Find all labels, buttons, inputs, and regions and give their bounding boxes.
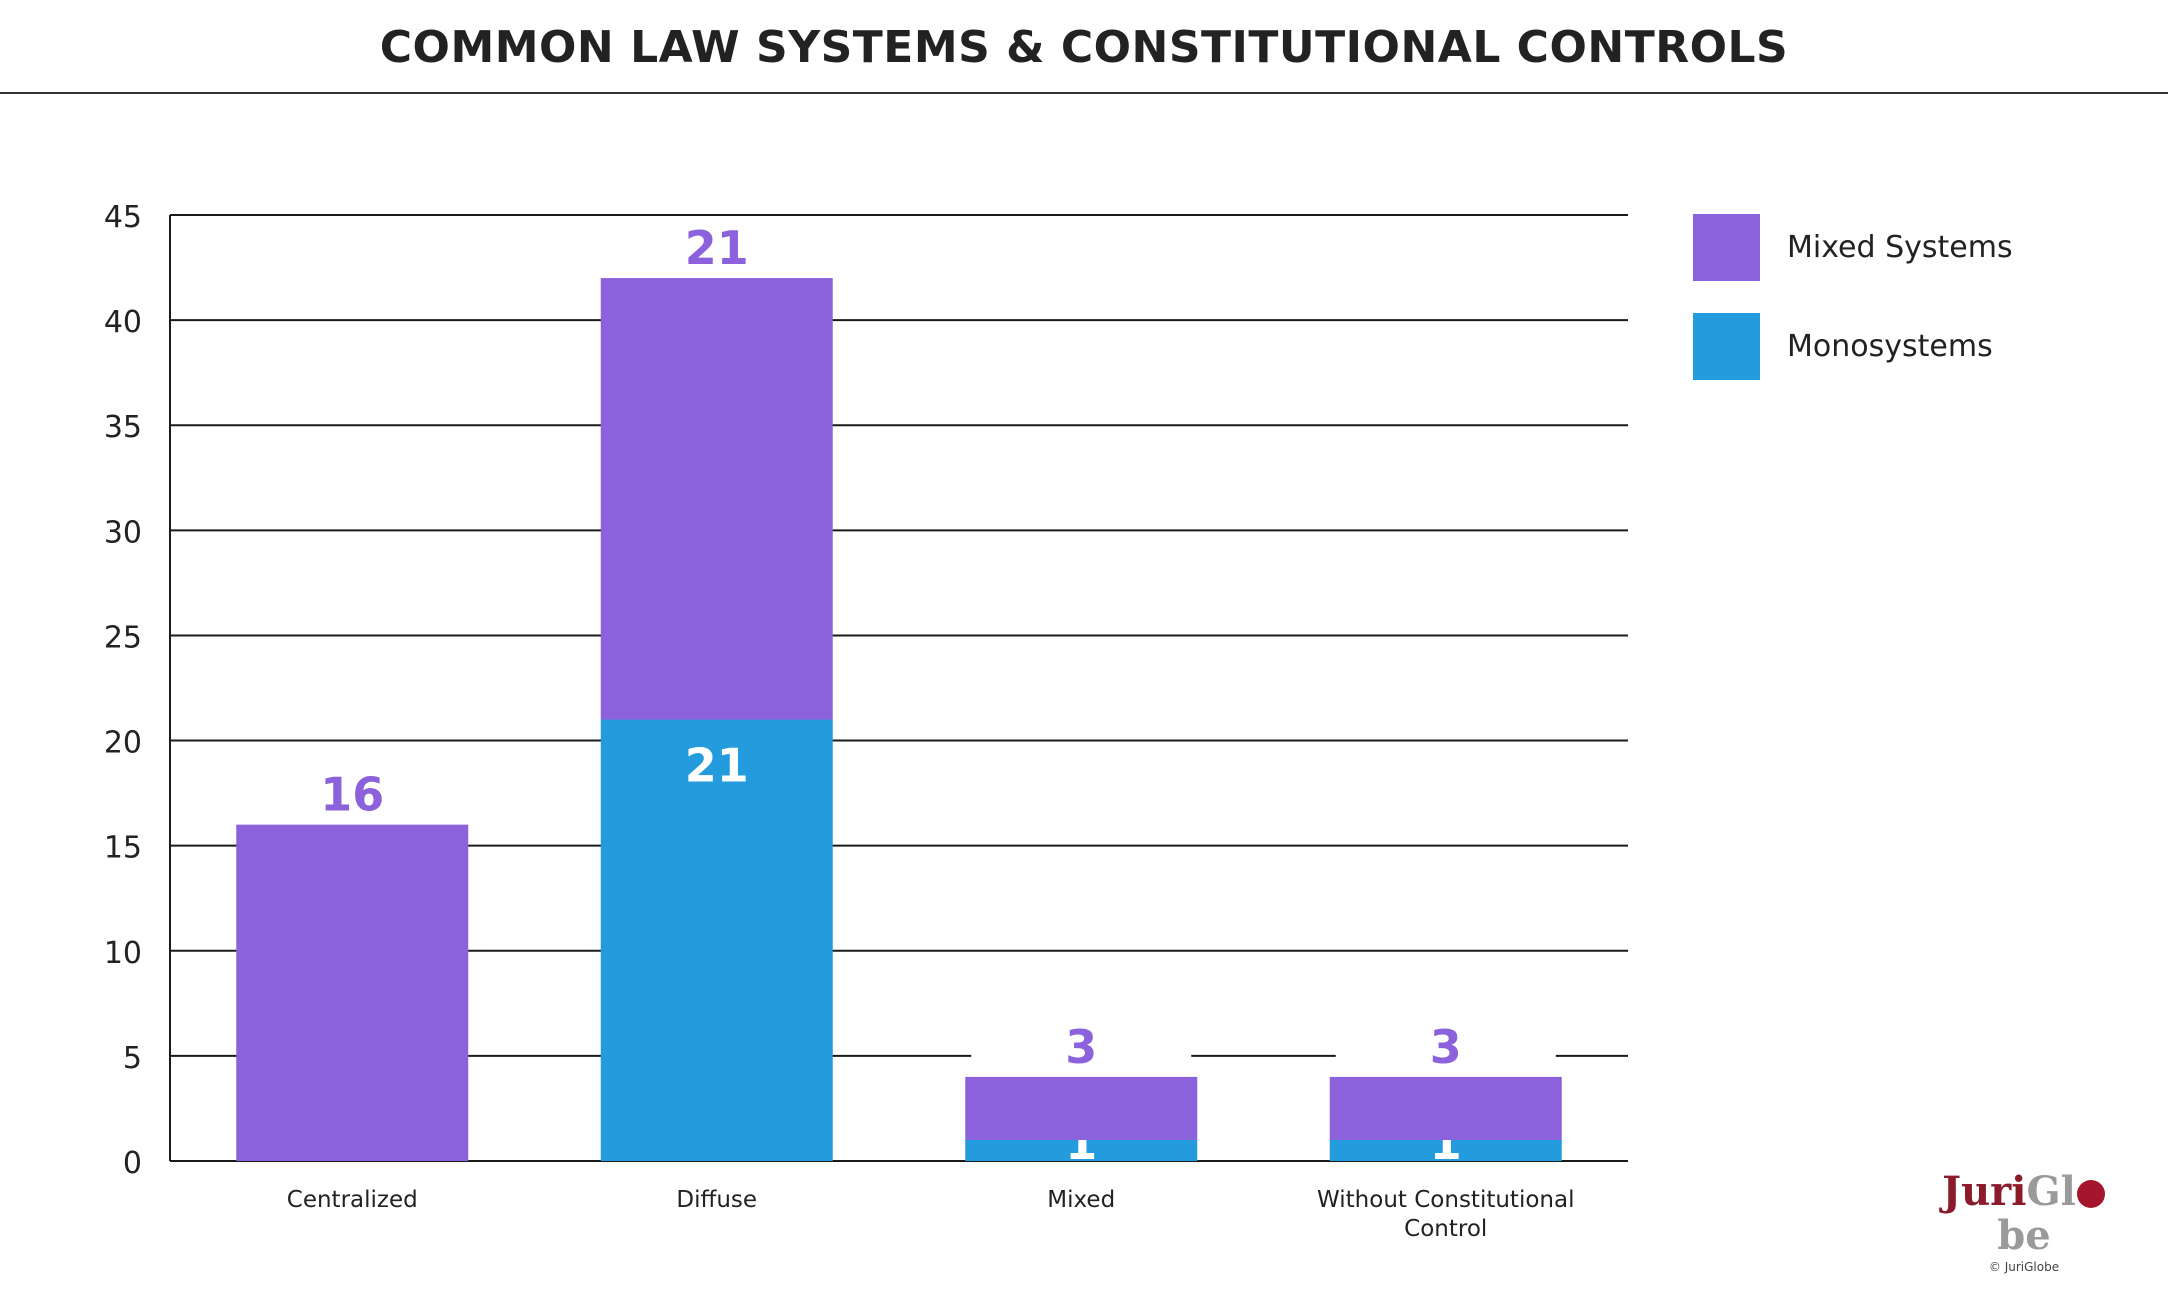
logo-copyright: © JuriGlobe [1988,1260,2060,1274]
legend: Mixed Systems Monosystems [1693,213,2013,411]
legend-item-monosystems: Monosystems [1693,312,2013,380]
x-tick-label: Centralized [287,1187,418,1213]
y-tick-label: 30 [104,515,142,550]
logo-wordmark: JuriGlbe [1924,1170,2124,1258]
legend-swatch-monosystems [1693,312,1760,380]
data-label-backing [242,768,463,819]
bar-mixed-systems [600,278,833,720]
legend-swatch-mixed-systems [1693,213,1760,281]
y-tick-label: 35 [104,410,142,445]
legend-label-mixed-systems: Mixed Systems [1787,229,2013,265]
y-tick-label: 20 [104,726,142,761]
title-divider [0,92,2168,94]
data-label: 21 [685,221,749,275]
y-tick-label: 10 [104,936,142,971]
bar-mixed-systems [965,1076,1198,1140]
x-tick-label: Diffuse [676,1187,757,1213]
data-label: 3 [1065,1020,1097,1074]
x-tick-label: Mixed [1047,1187,1115,1213]
data-label-backing [1335,1020,1556,1071]
data-label: 21 [685,739,749,793]
legend-label-monosystems: Monosystems [1787,328,1993,364]
y-tick-label: 40 [104,305,142,340]
x-tick-label: Without Constitutional Control [1317,1187,1574,1242]
y-tick-label: 0 [123,1146,142,1181]
legend-item-mixed-systems: Mixed Systems [1693,213,2013,281]
juriglobe-logo: JuriGlbe © JuriGlobe [1924,1170,2124,1274]
y-tick-label: 15 [104,831,142,866]
data-label: 16 [320,768,384,822]
data-label: 3 [1430,1020,1462,1074]
bar-monosystems [965,1139,1198,1161]
data-label-backing [971,1020,1192,1071]
y-tick-label: 45 [104,200,142,235]
globe-icon [2076,1180,2105,1208]
chart-title: COMMON LAW SYSTEMS & CONSTITUTIONAL CONT… [379,22,1789,73]
bar-mixed-systems [236,824,469,1161]
y-tick-label: 5 [123,1041,142,1076]
bar-monosystems [1329,1139,1562,1161]
bar-monosystems [600,719,833,1161]
bar-mixed-systems [1329,1076,1562,1140]
y-tick-label: 25 [104,620,142,655]
data-label-backing [606,222,827,273]
